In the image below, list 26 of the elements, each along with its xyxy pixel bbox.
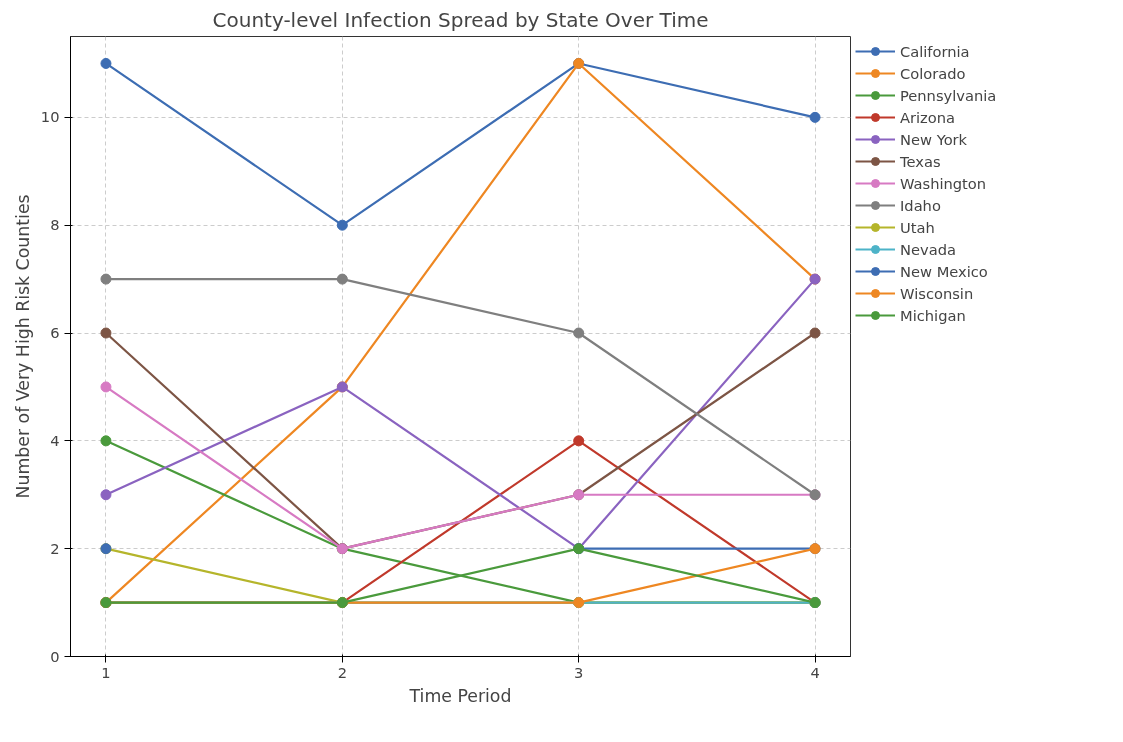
legend-label: Wisconsin <box>900 284 974 302</box>
legend-label: Michigan <box>900 306 966 324</box>
legend-label: New Mexico <box>900 262 988 280</box>
legend-label: Washington <box>900 174 987 192</box>
legend-label: Idaho <box>900 196 941 214</box>
legend-label: California <box>900 42 970 60</box>
y-tick-label: 4 <box>50 431 60 449</box>
legend-label: New York <box>900 130 968 148</box>
legend-label: Pennsylvania <box>900 86 997 104</box>
x-tick-label: 4 <box>810 663 820 681</box>
legend-label: Arizona <box>900 108 956 126</box>
y-tick-label: 2 <box>50 539 60 557</box>
legend-label: Nevada <box>900 240 956 258</box>
legend-label: Colorado <box>900 64 966 82</box>
x-tick-label: 1 <box>101 663 111 681</box>
y-tick-label: 6 <box>50 324 60 342</box>
y-tick-label: 0 <box>50 647 60 665</box>
chart-title: County-level Infection Spread by State Over Time <box>212 7 709 32</box>
y-axis-title: Number of Very High Risk Counties <box>12 194 33 499</box>
x-axis-title: Time Period <box>408 685 512 706</box>
y-tick-label: 8 <box>50 216 60 234</box>
y-tick-label: 10 <box>40 108 60 126</box>
x-tick-label: 2 <box>337 663 347 681</box>
x-tick-label: 3 <box>574 663 584 681</box>
legend-label: Utah <box>900 218 935 236</box>
legend-label: Texas <box>900 152 941 170</box>
